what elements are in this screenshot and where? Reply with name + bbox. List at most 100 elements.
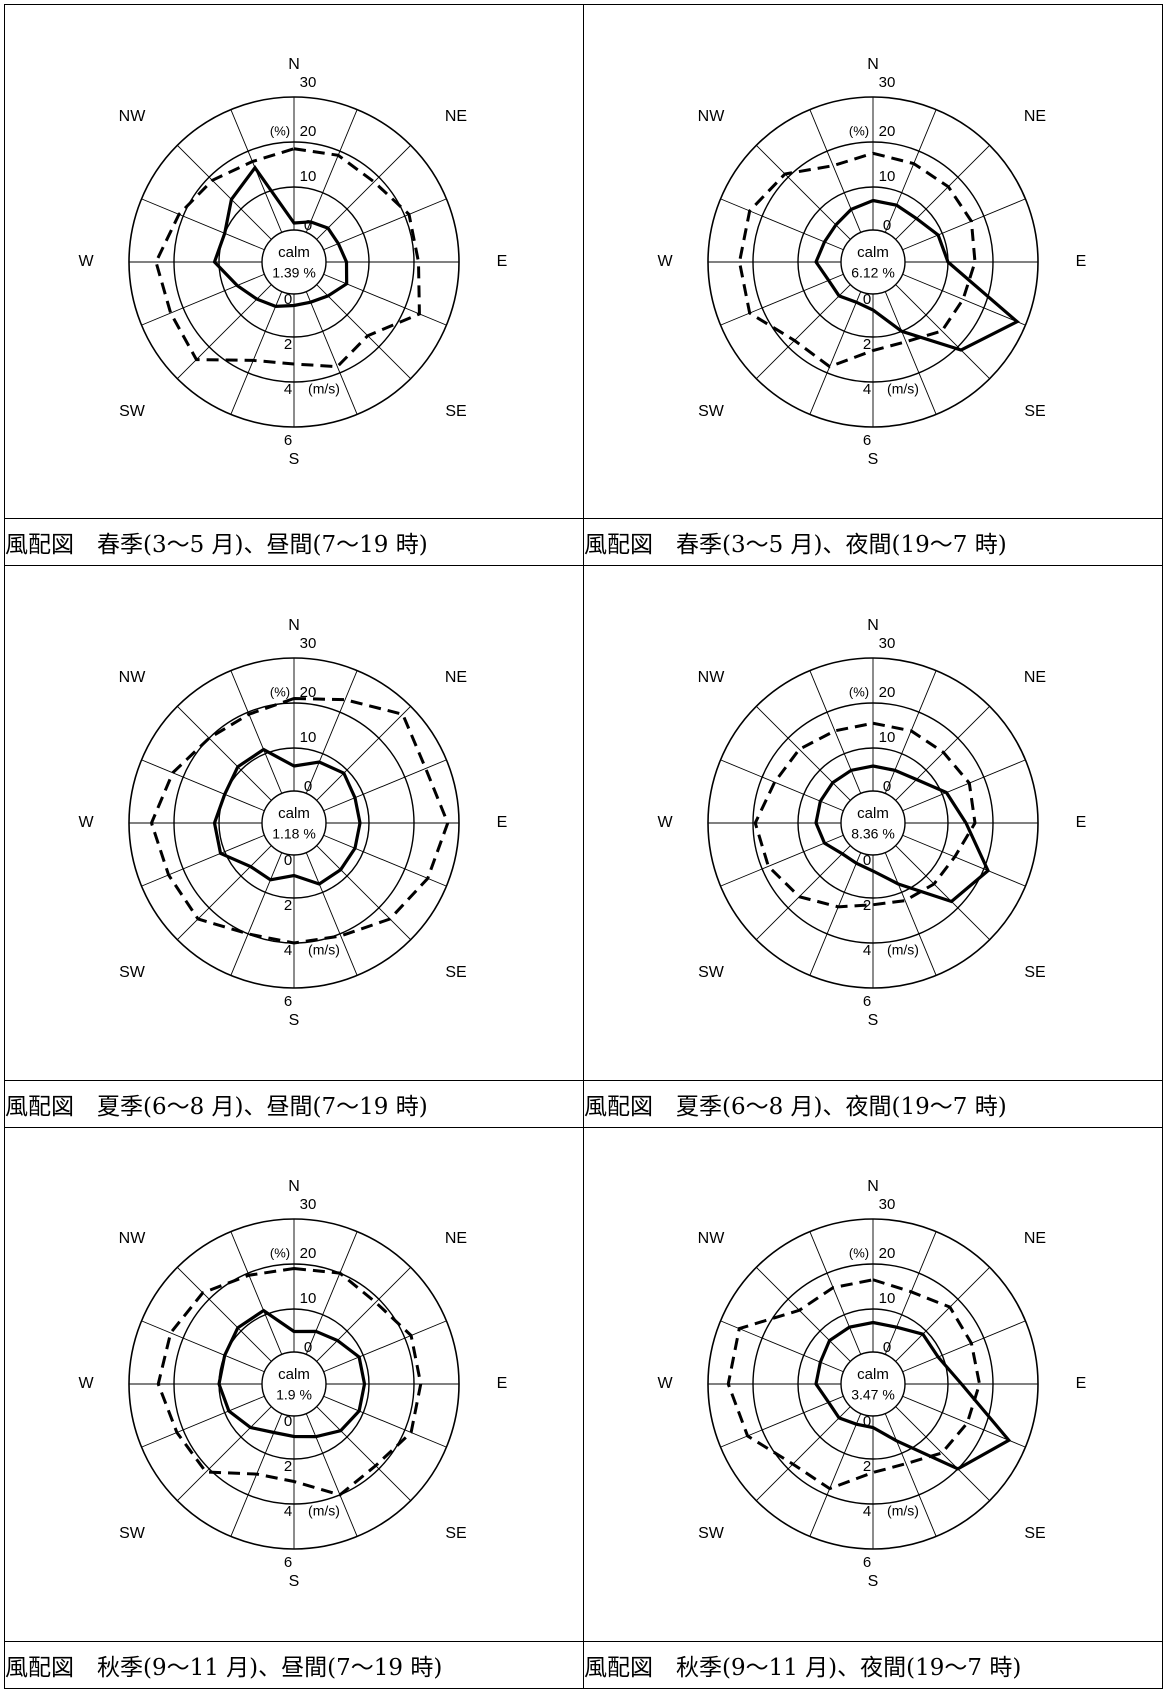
mean-speed-series-line: [753, 721, 977, 909]
calm-circle: [261, 790, 327, 856]
direction-label-ne: NE: [1024, 108, 1046, 125]
speed-tick-label: 6: [284, 1554, 292, 1571]
radial-gridline: [141, 834, 267, 887]
radial-gridline: [900, 1320, 1026, 1374]
radial-gridline: [884, 1411, 937, 1537]
speed-tick-label: 2: [863, 336, 871, 353]
speed-tick-label: 0: [284, 1413, 292, 1430]
grid-ring: [797, 747, 949, 899]
radial-gridline: [230, 1231, 283, 1357]
calm-circle: [840, 228, 906, 295]
frequency-tick-label: 0: [304, 217, 312, 234]
mean-speed-series-line: [154, 146, 421, 368]
calm-label: calm: [278, 244, 310, 261]
direction-label-se: SE: [445, 403, 466, 420]
radial-gridline: [314, 1267, 411, 1364]
direction-label-w: W: [657, 1375, 673, 1392]
speed-tick-label: 0: [863, 852, 871, 869]
frequency-series-line: [212, 747, 362, 886]
radial-gridline: [141, 1395, 267, 1448]
direction-label-e: E: [497, 814, 508, 831]
speed-tick-label: 2: [284, 336, 292, 353]
direction-label-ne: NE: [445, 1230, 467, 1247]
radial-gridline: [900, 759, 1026, 812]
direction-label-ne: NE: [1024, 1230, 1046, 1247]
radial-gridline: [809, 1231, 862, 1357]
speed-tick-label: 6: [284, 993, 292, 1010]
direction-label-se: SE: [1024, 403, 1045, 420]
radial-gridline: [720, 759, 846, 812]
speed-tick-label: 4: [284, 942, 292, 959]
chart-cell: 30 20 10 0 0 2 4 6 (%) (m/s) N S E W NE SE SW NW calm 1.39 …: [4, 3, 584, 520]
chart-caption: 風配図 春季(3～5 月)、昼間(7～19 時): [4, 518, 584, 567]
speed-tick-label: 6: [284, 432, 292, 449]
radial-gridline: [720, 1395, 846, 1448]
grid-ring: [707, 95, 1039, 428]
chart-caption: 風配図 秋季(9～11 月)、昼間(7～19 時): [4, 1640, 584, 1690]
speed-tick-label: 6: [863, 432, 871, 449]
radial-gridline: [321, 198, 447, 251]
radial-gridline: [756, 282, 853, 379]
radial-gridline: [900, 1395, 1026, 1448]
direction-label-n: N: [288, 1178, 300, 1195]
radial-gridline: [809, 1411, 862, 1537]
radial-gridline: [321, 834, 447, 887]
direction-label-nw: NW: [698, 1230, 726, 1247]
radial-gridline: [305, 109, 358, 235]
radial-gridline: [305, 1411, 358, 1537]
direction-label-ne: NE: [445, 669, 467, 686]
radial-gridline: [305, 850, 358, 976]
mean-speed-series-line: [726, 1278, 982, 1491]
chart-cell: 30 20 10 0 0 2 4 6 (%) (m/s) N S E W NE SE SW NW calm 6.12 …: [583, 3, 1163, 520]
grid-ring: [173, 1263, 415, 1505]
wind-rose-chart: 30201000246(%)(m/s)NSEWNESESWNWcalm6.12 …: [657, 56, 1086, 468]
direction-label-s: S: [868, 1573, 879, 1590]
chart-caption: 風配図 秋季(9～11 月)、夜間(19～7 時): [583, 1640, 1163, 1690]
radial-gridline: [141, 272, 267, 326]
radial-gridline: [720, 198, 846, 251]
direction-label-s: S: [289, 1012, 300, 1029]
radial-gridline: [756, 1405, 853, 1502]
speed-tick-label: 6: [863, 993, 871, 1010]
radial-gridline: [321, 272, 447, 326]
speed-tick-label: 2: [284, 1458, 292, 1475]
grid-ring: [128, 1218, 460, 1551]
radial-gridline: [809, 850, 862, 976]
frequency-tick-label: 20: [879, 684, 896, 701]
direction-label-n: N: [867, 1178, 879, 1195]
grid-ring: [707, 657, 1039, 989]
chart-cell: 30 20 10 0 0 2 4 6 (%) (m/s) N S E W NE SE SW NW calm 1.9 %: [4, 1126, 584, 1642]
radial-gridline: [305, 670, 358, 796]
calm-value: 3.47 %: [851, 1387, 895, 1403]
frequency-series-line: [814, 1321, 1012, 1471]
frequency-unit-label: (%): [270, 684, 290, 699]
speed-tick-label: 4: [863, 942, 871, 959]
direction-label-n: N: [867, 56, 879, 73]
grid-ring: [797, 1308, 949, 1460]
frequency-unit-label: (%): [270, 123, 290, 138]
frequency-tick-label: 30: [879, 74, 896, 91]
radial-gridline: [893, 1267, 990, 1364]
radial-gridline: [177, 1405, 274, 1502]
radial-gridline: [809, 109, 862, 235]
direction-label-nw: NW: [698, 669, 726, 686]
radial-gridline: [893, 843, 990, 940]
frequency-tick-label: 30: [879, 1196, 896, 1213]
radial-gridline: [756, 705, 853, 803]
radial-gridline: [314, 843, 411, 940]
frequency-tick-label: 20: [300, 684, 317, 701]
direction-label-se: SE: [445, 1525, 466, 1542]
speed-tick-label: 0: [284, 291, 292, 308]
radial-gridline: [314, 144, 411, 241]
wind-rose-chart: 30201000246(%)(m/s)NSEWNESESWNWcalm1.18 …: [78, 617, 508, 1029]
direction-label-sw: SW: [119, 403, 146, 420]
speed-tick-label: 2: [284, 897, 292, 914]
grid-ring: [128, 95, 460, 428]
frequency-tick-label: 20: [879, 1245, 896, 1262]
grid-ring: [218, 185, 370, 338]
frequency-tick-label: 30: [300, 74, 317, 91]
direction-label-w: W: [657, 253, 673, 270]
direction-label-sw: SW: [698, 1525, 725, 1542]
speed-tick-label: 4: [284, 1503, 292, 1520]
